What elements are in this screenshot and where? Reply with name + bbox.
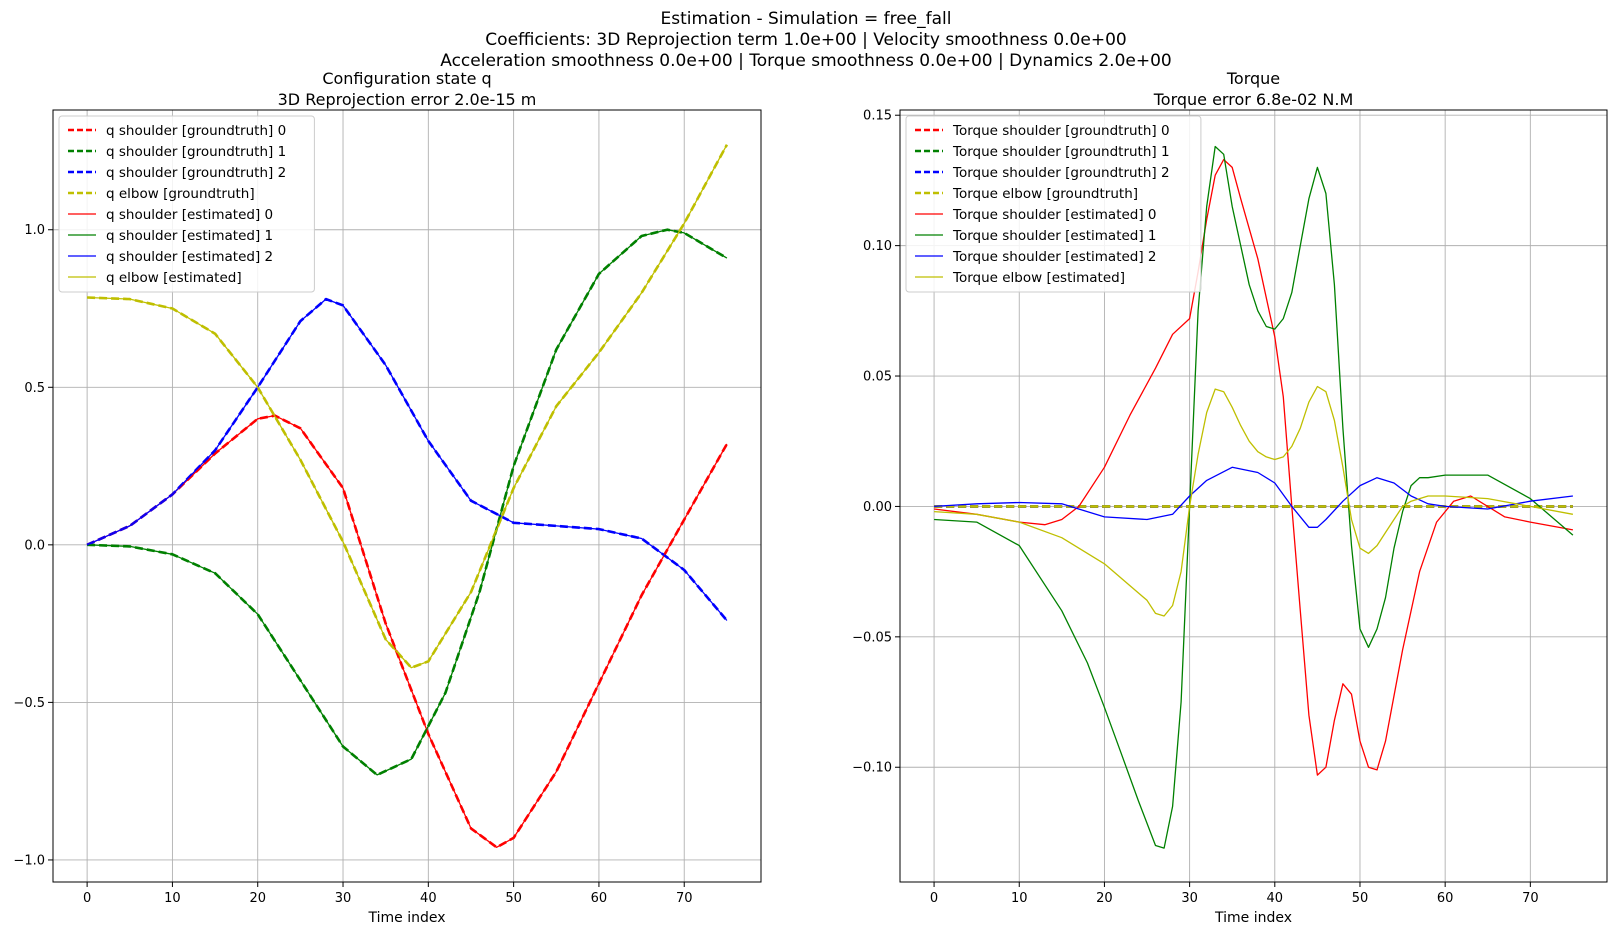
legend-entry-label: Torque shoulder [estimated] 2	[952, 249, 1157, 265]
panel-title-line-2: Torque error 6.8e-02 N.M	[1153, 90, 1354, 109]
configuration-state-panel: Configuration state q 3D Reprojection err…	[13, 69, 762, 926]
y-tick-label: 0.5	[24, 381, 45, 396]
axes-frame	[899, 109, 1608, 883]
legend-box	[905, 115, 1202, 293]
y-tick-label: 0.0	[24, 538, 45, 553]
series-line	[934, 385, 1574, 617]
suptitle-line-1: Estimation - Simulation = free_fall	[661, 9, 952, 29]
series-line	[934, 145, 1574, 849]
axes-frame	[52, 109, 762, 883]
x-tick-label: 40	[1267, 891, 1284, 906]
series-line	[86, 414, 728, 848]
x-axis-label: Time index	[367, 910, 445, 926]
y-tick-label: 0.05	[863, 370, 892, 385]
y-tick-label: −0.05	[852, 630, 892, 645]
legend-entry-label: q elbow [estimated]	[106, 270, 242, 286]
series-group	[934, 145, 1574, 849]
legend-entry-label: q shoulder [groundtruth] 2	[106, 165, 286, 181]
torque-panel: Torque Torque error 6.8e-02 N.M 0 10 20 30 40 5…	[852, 69, 1608, 926]
legend-entry-label: q shoulder [estimated] 2	[106, 249, 273, 265]
panel-title-line-1: Configuration state q	[322, 69, 491, 88]
series-line	[86, 297, 728, 622]
x-tick-label: 20	[249, 891, 266, 906]
series-line	[87, 144, 728, 669]
panel-title-line-1: Torque	[1226, 69, 1280, 88]
y-tick-label: −1.0	[13, 853, 45, 868]
x-tick-label: 30	[1181, 891, 1198, 906]
x-tick-label: 60	[1437, 891, 1454, 906]
legend-entry-label: Torque shoulder [groundtruth] 0	[952, 123, 1170, 139]
suptitle-line-3: Acceleration smoothness 0.0e+00 | Torque…	[440, 51, 1172, 71]
x-tick-label: 50	[505, 891, 522, 906]
x-tick-label: 30	[335, 891, 352, 906]
series-group	[86, 144, 729, 849]
x-tick-label: 70	[1522, 891, 1539, 906]
y-tick-label: 0.00	[863, 500, 892, 515]
legend-entry-label: q shoulder [estimated] 0	[106, 207, 273, 223]
panel-title-line-2: 3D Reprojection error 2.0e-15 m	[278, 90, 537, 109]
x-tick-label: 0	[930, 891, 938, 906]
x-tick-label: 20	[1096, 891, 1113, 906]
y-tick-label: 0.10	[863, 239, 892, 254]
legend-entry-label: Torque shoulder [groundtruth] 2	[952, 165, 1170, 181]
x-tick-label: 60	[591, 891, 608, 906]
legend-entry-label: Torque elbow [groundtruth]	[952, 186, 1138, 202]
legend-entry-label: Torque shoulder [estimated] 0	[952, 207, 1157, 223]
series-line	[86, 298, 728, 621]
suptitle-line-2: Coefficients: 3D Reprojection term 1.0e+…	[485, 30, 1126, 50]
x-tick-label: 70	[676, 891, 693, 906]
x-tick-label: 0	[83, 891, 91, 906]
y-tick-label: −0.10	[852, 761, 892, 776]
legend-entry-label: q elbow [groundtruth]	[106, 186, 255, 202]
y-tick-label: 0.15	[863, 109, 892, 124]
x-tick-label: 40	[420, 891, 437, 906]
legend-entry-label: Torque shoulder [estimated] 1	[952, 228, 1157, 244]
legend-entry-label: Torque elbow [estimated]	[952, 270, 1125, 286]
y-tick-label: 1.0	[24, 223, 45, 238]
series-line	[87, 229, 728, 776]
x-tick-label: 50	[1352, 891, 1369, 906]
legend-box	[58, 115, 315, 293]
y-tick-label: −0.5	[13, 696, 45, 711]
legend-entry-label: q shoulder [groundtruth] 0	[106, 123, 286, 139]
x-tick-label: 10	[1011, 891, 1028, 906]
x-axis-label: Time index	[1214, 910, 1292, 926]
legend-entry-label: q shoulder [estimated] 1	[106, 228, 273, 244]
series-line	[934, 466, 1573, 528]
legend-entry-label: Torque shoulder [groundtruth] 1	[952, 144, 1170, 160]
series-line	[87, 228, 728, 777]
x-tick-label: 10	[164, 891, 181, 906]
series-line	[86, 414, 729, 849]
legend-entry-label: q shoulder [groundtruth] 1	[106, 144, 286, 160]
